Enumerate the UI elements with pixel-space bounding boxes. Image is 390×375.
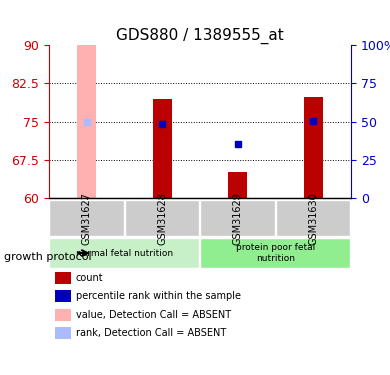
FancyBboxPatch shape bbox=[50, 238, 199, 268]
FancyBboxPatch shape bbox=[200, 238, 350, 268]
Bar bbox=[55, 290, 71, 302]
Text: GSM31628: GSM31628 bbox=[157, 192, 167, 245]
Bar bbox=[228, 171, 247, 198]
Text: GSM31630: GSM31630 bbox=[308, 192, 318, 244]
Text: count: count bbox=[76, 273, 104, 283]
Bar bbox=[304, 97, 323, 198]
Bar bbox=[55, 309, 71, 321]
Text: GSM31629: GSM31629 bbox=[233, 192, 243, 245]
Title: GDS880 / 1389555_at: GDS880 / 1389555_at bbox=[116, 27, 284, 44]
Text: protein poor fetal
nutrition: protein poor fetal nutrition bbox=[236, 243, 315, 263]
FancyBboxPatch shape bbox=[276, 200, 350, 236]
FancyBboxPatch shape bbox=[50, 200, 124, 236]
Text: normal fetal nutrition: normal fetal nutrition bbox=[76, 249, 173, 258]
FancyBboxPatch shape bbox=[125, 200, 199, 236]
Bar bbox=[55, 327, 71, 339]
Text: GSM31627: GSM31627 bbox=[82, 192, 92, 245]
Bar bbox=[77, 45, 96, 198]
Bar bbox=[152, 99, 172, 198]
Text: rank, Detection Call = ABSENT: rank, Detection Call = ABSENT bbox=[76, 328, 226, 338]
FancyBboxPatch shape bbox=[200, 200, 275, 236]
Text: value, Detection Call = ABSENT: value, Detection Call = ABSENT bbox=[76, 310, 231, 320]
Text: percentile rank within the sample: percentile rank within the sample bbox=[76, 291, 241, 301]
Bar bbox=[55, 272, 71, 284]
Text: growth protocol: growth protocol bbox=[4, 252, 92, 262]
